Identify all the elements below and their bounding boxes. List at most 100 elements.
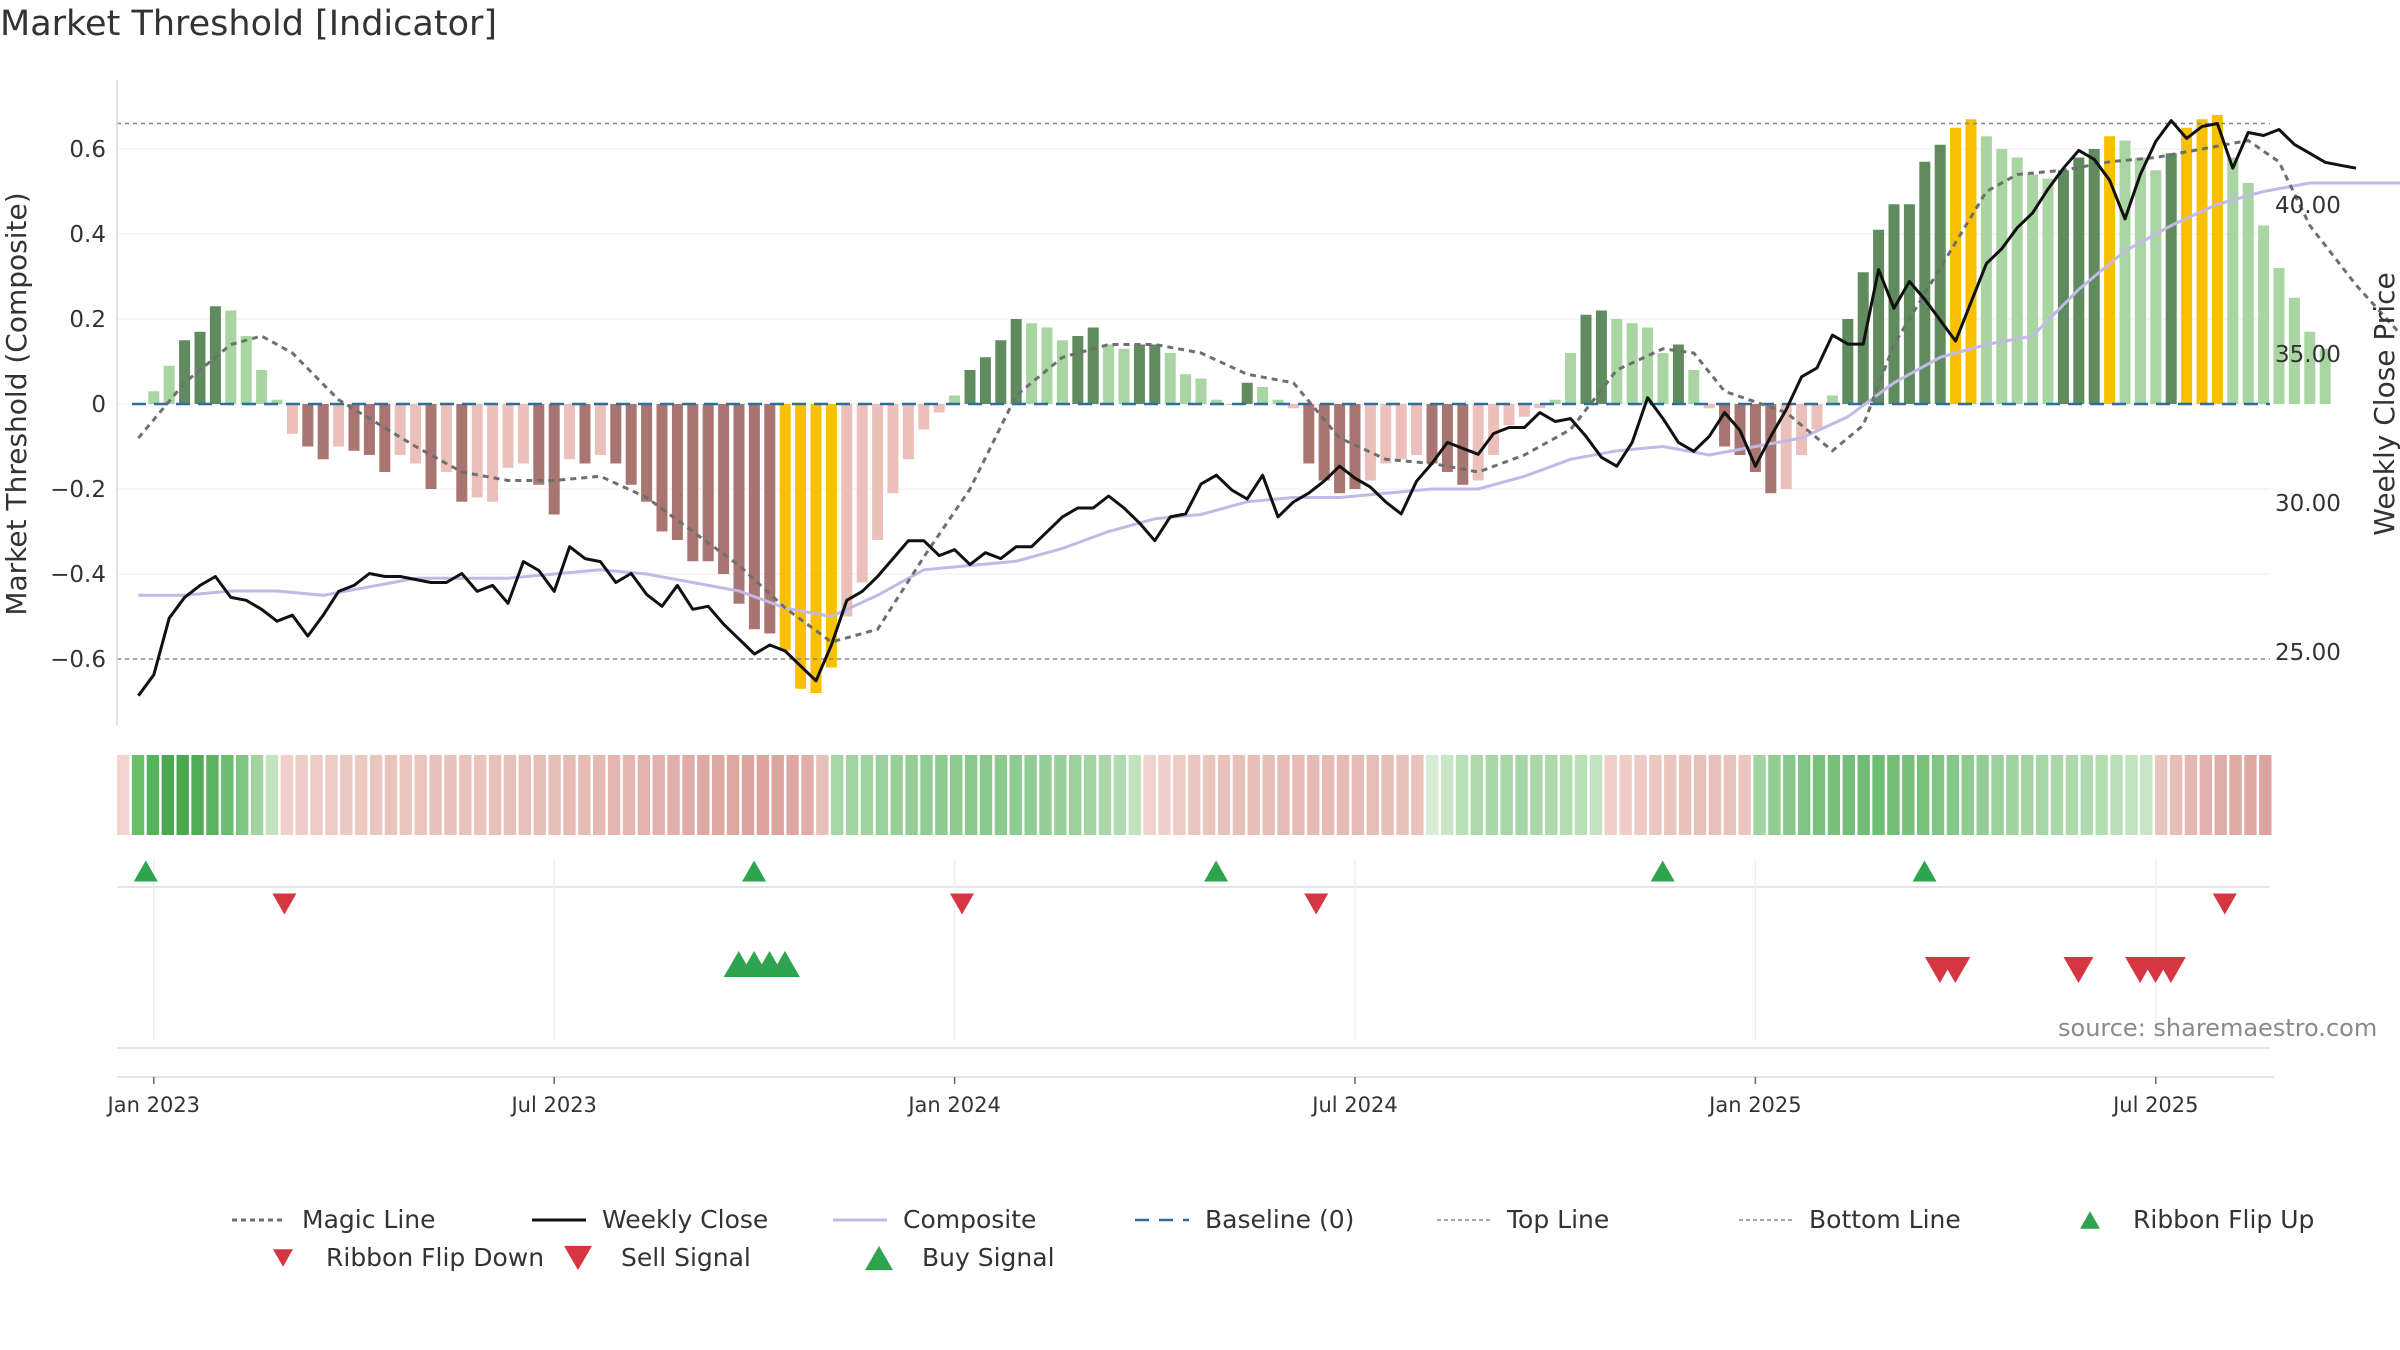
legend-item-weekly: Weekly Close	[530, 1205, 768, 1234]
x-tick-label: Jan 2023	[106, 1093, 201, 1117]
ribbon-cell	[236, 755, 249, 835]
ribbon-cell	[2214, 755, 2227, 835]
buy-legend-swatch	[865, 1245, 893, 1270]
histogram-bar	[687, 404, 699, 562]
ribbon-cell	[1009, 755, 1022, 835]
histogram-bar	[333, 404, 345, 447]
histogram-bar	[2119, 140, 2131, 404]
histogram-bar	[456, 404, 468, 502]
legend-item-top: Top Line	[1435, 1205, 1609, 1234]
ribbon-cell	[994, 755, 1008, 835]
signals-layer	[117, 860, 2270, 1049]
ribbon-cell	[1113, 755, 1127, 835]
ribbon-cell	[1083, 755, 1097, 835]
ribbon-cell	[682, 755, 695, 835]
ribbon-cell	[1262, 755, 1275, 835]
ribbon-cell	[488, 755, 502, 835]
ribbon-cell	[2125, 755, 2138, 835]
ribbon-cell	[1277, 755, 1290, 835]
ribbon-cell	[2199, 755, 2212, 835]
ribbon-cell	[2110, 755, 2123, 835]
histogram-bar	[810, 404, 822, 693]
legend-label: Buy Signal	[922, 1243, 1055, 1272]
ribbon-flip-down-marker	[272, 893, 297, 915]
ribbon-cell	[265, 755, 279, 835]
magic-legend-swatch	[232, 1218, 286, 1221]
ribbon-cell	[1991, 755, 2004, 835]
baseline-legend-swatch	[1135, 1218, 1189, 1221]
histogram-bar	[1642, 327, 1654, 404]
histogram-bar	[1056, 340, 1068, 404]
ribbon-cell	[1976, 755, 1989, 835]
histogram-bar	[2042, 178, 2054, 404]
histogram-bar	[2288, 297, 2300, 404]
histogram-bar	[1241, 382, 1253, 404]
histogram-bar	[2057, 170, 2069, 404]
ribbon-cell	[1574, 755, 1588, 835]
histogram-bar	[302, 404, 314, 447]
histogram-bar	[872, 404, 884, 540]
histogram-bar	[517, 404, 529, 464]
ribbon-cell	[1366, 755, 1379, 835]
ribbon-cell	[1545, 755, 1558, 835]
ribbon-cell	[503, 755, 517, 835]
histogram-bar	[1457, 404, 1469, 485]
ribbon-cell	[1604, 755, 1617, 835]
ribbon-cell	[1381, 755, 1394, 835]
ribbon-cell	[2259, 755, 2272, 835]
ribbon-cell	[1708, 755, 1722, 835]
ribbon-flip-down-marker	[950, 893, 974, 915]
ribbon-cell	[2140, 755, 2153, 835]
histogram-bar	[1672, 344, 1684, 404]
histogram-bar	[718, 404, 730, 574]
ribbon-cell	[593, 755, 606, 835]
legend-item-sell: Sell Signal	[549, 1243, 751, 1272]
y-tick-label: 0	[91, 392, 106, 418]
ribbon-cell	[860, 755, 874, 835]
legend-item-bottom: Bottom Line	[1737, 1205, 1961, 1234]
histogram-bar	[1534, 404, 1546, 409]
histogram-bar	[1934, 144, 1946, 404]
legend-label: Top Line	[1507, 1205, 1610, 1234]
source-credit: source: sharemaestro.com	[2058, 1014, 2378, 1042]
histogram-bar	[1580, 314, 1592, 404]
y2-tick-label: 30.00	[2275, 491, 2341, 517]
ribbon-flip-down-marker	[1304, 893, 1329, 915]
histogram-bar	[1426, 404, 1438, 464]
ribbon-cell	[1649, 755, 1662, 835]
legend-item-baseline: Baseline (0)	[1133, 1205, 1354, 1234]
sell-signal-marker	[2155, 956, 2186, 984]
histogram-bar	[1226, 404, 1238, 405]
ribbon-cell	[1872, 755, 1885, 835]
histogram-bar	[2011, 157, 2023, 404]
y-tick-label: 0.4	[69, 222, 106, 248]
ribbon-cell	[221, 755, 234, 835]
composite-legend-swatch	[833, 1218, 887, 1221]
ribbon-cell	[533, 755, 546, 835]
histogram-bar	[641, 404, 653, 502]
ribbon-cell	[831, 755, 844, 835]
histogram-bar	[1595, 310, 1607, 404]
magic-line	[137, 138, 2400, 644]
sell-signal-marker	[1940, 956, 1971, 984]
histogram-bar	[2258, 225, 2270, 404]
ribbon-cell	[563, 755, 576, 835]
x-tick-label: Jul 2025	[2111, 1093, 2198, 1117]
ribbon-cell	[131, 755, 145, 835]
legend-label: Sell Signal	[621, 1243, 751, 1272]
histogram-bar	[564, 404, 576, 460]
histogram-bar	[1118, 348, 1130, 404]
ribbon-cell	[637, 755, 651, 835]
ribbon-cell	[726, 755, 740, 835]
legend-item-flip_up: Ribbon Flip Up	[2061, 1205, 2314, 1234]
histogram-bar	[918, 404, 930, 430]
ribbon-cell	[325, 755, 338, 835]
histogram-bar	[1010, 319, 1022, 404]
histogram-bar	[902, 404, 914, 460]
ribbon-cell	[1485, 755, 1498, 835]
ribbon-cell	[2229, 755, 2242, 835]
ribbon-cell	[1098, 755, 1112, 835]
histogram-bar	[1765, 404, 1777, 494]
ribbon-cell	[1664, 755, 1677, 835]
flip_up-legend-swatch	[2080, 1210, 2100, 1229]
